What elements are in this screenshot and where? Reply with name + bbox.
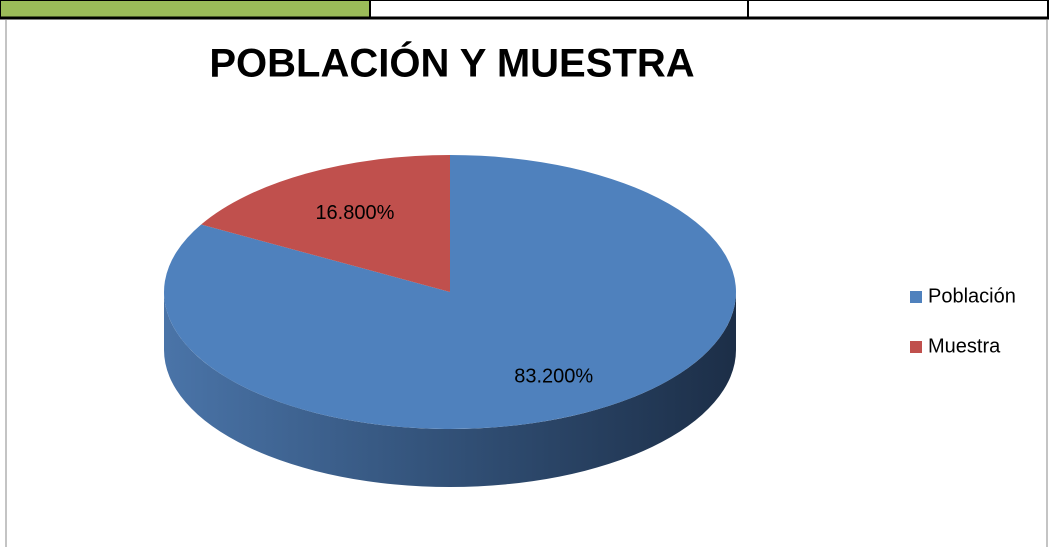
legend-swatch bbox=[910, 341, 922, 353]
cell bbox=[369, 0, 749, 19]
cell-green bbox=[0, 0, 371, 19]
legend-label: Muestra bbox=[928, 335, 1001, 357]
chart-title: POBLACIÓN Y MUESTRA bbox=[209, 40, 694, 86]
legend-label: Población bbox=[928, 285, 1016, 307]
legend-swatch bbox=[910, 291, 922, 303]
data-label: 16.800% bbox=[315, 202, 394, 224]
cell bbox=[747, 0, 1049, 19]
data-label: 83.200% bbox=[514, 365, 593, 387]
pie-slice bbox=[201, 155, 450, 292]
pie-slice-side bbox=[164, 292, 736, 487]
